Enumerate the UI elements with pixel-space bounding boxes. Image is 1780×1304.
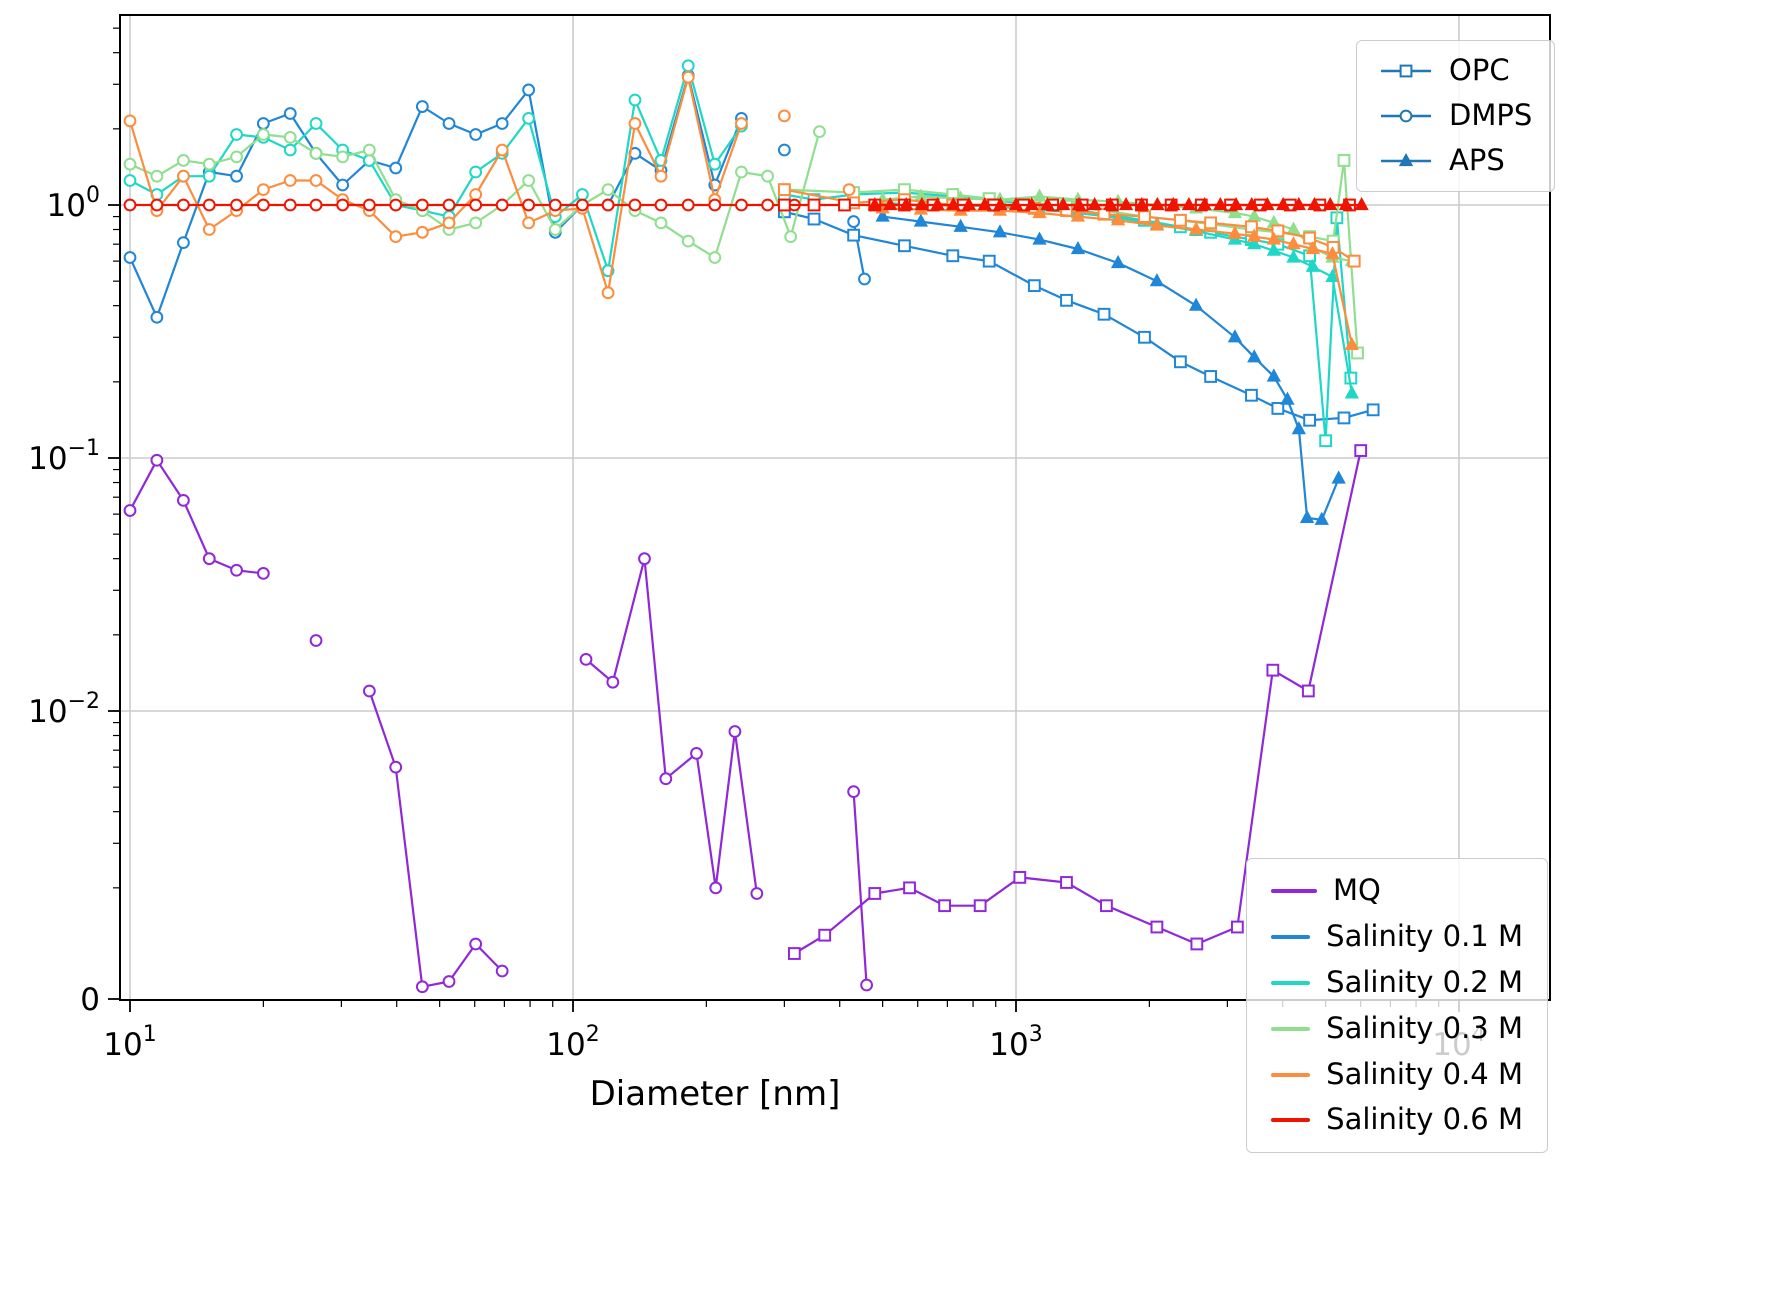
series-dmps-salinity-0-2-m xyxy=(123,59,748,278)
legend-label-salinity-01: Salinity 0.1 M xyxy=(1326,918,1523,953)
legend-label-dmps: DMPS xyxy=(1449,97,1533,132)
salinity-02-line-swatch-icon xyxy=(1271,980,1311,985)
instrument-legend: OPC DMPS APS xyxy=(1356,40,1556,192)
legend-label-salinity-02: Salinity 0.2 M xyxy=(1326,964,1523,999)
x-tick-label: 101 xyxy=(103,1022,156,1063)
salinity-04-line-swatch-icon xyxy=(1271,1072,1311,1077)
legend-item-dmps: DMPS xyxy=(1379,97,1533,132)
salinity-06-line-swatch-icon xyxy=(1271,1118,1311,1123)
series-aps-salinity-0-6-m xyxy=(867,196,1369,211)
series-aps-salinity-0-1-m xyxy=(875,208,1346,525)
salinity-legend: MQ Salinity 0.1 M Salinity 0.2 M Salinit… xyxy=(1246,858,1548,1154)
legend-item-salinity-06: Salinity 0.6 M xyxy=(1271,1104,1523,1136)
series-dmps-salinity-0-6-m xyxy=(123,198,801,212)
x-tick-label: 103 xyxy=(989,1022,1042,1063)
legend-label-salinity-04: Salinity 0.4 M xyxy=(1326,1056,1523,1091)
series-dmps-salinity-0-1-m xyxy=(123,69,871,324)
y-tick-label: 10−1 xyxy=(28,436,100,477)
series-opc-salinity-0-3-m xyxy=(777,154,1364,360)
salinity-01-line-swatch-icon xyxy=(1271,934,1311,939)
dmps-circle-marker-icon xyxy=(1379,104,1433,128)
mq-line-swatch-icon xyxy=(1271,888,1317,893)
x-tick-label: 102 xyxy=(546,1022,599,1063)
series-opc-salinity-0-1-m xyxy=(777,205,1380,427)
series-opc-mq xyxy=(787,444,1368,960)
opc-square-marker-icon xyxy=(1379,59,1433,83)
legend-item-mq: MQ xyxy=(1271,873,1523,907)
y-tick-label: 0 xyxy=(80,982,100,1018)
plot-frame xyxy=(119,14,1551,1001)
legend-item-salinity-02: Salinity 0.2 M xyxy=(1271,964,1523,999)
series-dmps-salinity-0-4-m xyxy=(123,70,856,300)
legend-item-opc: OPC xyxy=(1379,53,1532,87)
aps-triangle-marker-icon xyxy=(1379,149,1433,173)
legend-label-opc: OPC xyxy=(1449,53,1510,87)
series-dmps-mq xyxy=(123,453,874,994)
y-tick-label: 100 xyxy=(47,183,100,224)
legend-item-salinity-03: Salinity 0.3 M xyxy=(1271,1010,1523,1045)
legend-item-aps: APS xyxy=(1379,142,1532,177)
legend-label-salinity-03: Salinity 0.3 M xyxy=(1326,1010,1523,1045)
legend-label-mq: MQ xyxy=(1333,873,1381,907)
legend-label-aps: APS xyxy=(1449,142,1505,177)
legend-item-salinity-01: Salinity 0.1 M xyxy=(1271,918,1523,953)
salinity-03-line-swatch-icon xyxy=(1271,1026,1311,1031)
x-axis-label: Diameter [nm] xyxy=(589,1074,841,1114)
legend-label-salinity-06: Salinity 0.6 M xyxy=(1326,1102,1523,1137)
series-aps-salinity-0-4-m xyxy=(875,200,1360,350)
y-tick-label: 10−2 xyxy=(28,689,100,730)
legend-item-salinity-04: Salinity 0.4 M xyxy=(1271,1056,1523,1091)
